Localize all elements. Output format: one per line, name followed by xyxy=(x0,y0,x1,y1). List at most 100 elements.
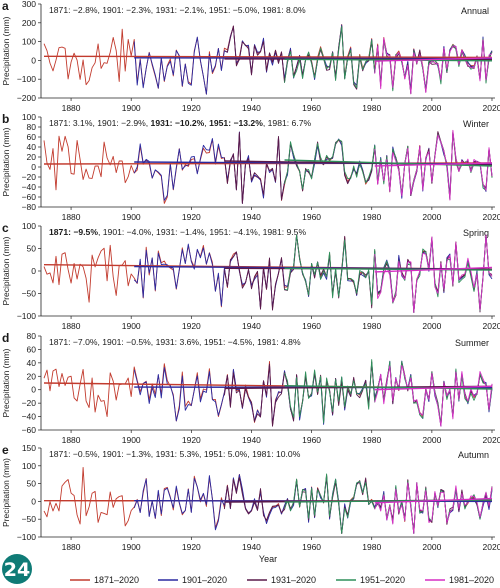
y-tick-label: 100 xyxy=(22,461,36,471)
annotation-separator: , xyxy=(98,5,103,15)
trend-annotation-item: 1981: 9.5% xyxy=(263,227,307,237)
panel-d: −60 −40 −20 0 20 40 60 80 1880 1900 1920 1940 1960 19… xyxy=(1,331,500,445)
legend-label: 1931–2020 xyxy=(271,575,316,585)
x-tick-label: 1880 xyxy=(62,542,81,552)
x-tick-label: 1940 xyxy=(242,542,261,552)
trend-annotation-item: 1951: 5.0% xyxy=(204,449,248,459)
x-tick-label: 1900 xyxy=(122,321,141,331)
y-axis-label: Precipitation (mm) xyxy=(1,458,11,527)
x-tick-label: 2020 xyxy=(483,435,500,445)
trend-annotation-item: 1931: 3.6% xyxy=(156,337,200,347)
x-tick-label: 2000 xyxy=(422,212,441,222)
panel-a: −200 −100 0 100 200 300 1880 1900 1920 1940 1960 19… xyxy=(1,0,500,113)
trend-line-1 xyxy=(44,55,492,59)
y-tick-label: 100 xyxy=(22,221,36,231)
x-tick-label: 1960 xyxy=(302,321,321,331)
trend-line-4 xyxy=(284,58,492,62)
series-line-3 xyxy=(223,475,493,534)
y-tick-label: −100 xyxy=(17,532,36,542)
x-tick-label: 2000 xyxy=(422,435,441,445)
y-tick-label: 40 xyxy=(27,358,37,368)
annotation-separator: , xyxy=(151,5,156,15)
y-tick-label: 0 xyxy=(31,266,36,276)
panel-letter: a xyxy=(2,0,9,13)
trend-annotation-item: 1901: −2.9% xyxy=(97,118,146,128)
x-tick-label: 1940 xyxy=(242,435,261,445)
y-axis-label: Precipitation (mm) xyxy=(1,127,11,196)
y-tick-label: 100 xyxy=(22,37,36,47)
y-tick-label: −100 xyxy=(17,311,36,321)
x-tick-label: 1900 xyxy=(122,103,141,113)
y-tick-label: 50 xyxy=(27,244,37,254)
x-tick-label: 1900 xyxy=(122,435,141,445)
x-tick-label: 2020 xyxy=(483,542,500,552)
annotation-separator: , xyxy=(151,337,156,347)
x-tick-label: 1960 xyxy=(302,435,321,445)
y-tick-label: −60 xyxy=(22,192,37,202)
annotation-separator: , xyxy=(146,118,151,128)
y-tick-label: 50 xyxy=(27,479,37,489)
legend-label: 1981–2020 xyxy=(449,575,494,585)
x-tick-label: 1900 xyxy=(122,212,141,222)
trend-annotation-item: 1871: −2.8% xyxy=(49,5,98,15)
x-tick-label: 2000 xyxy=(422,542,441,552)
trend-annotation-item: 1901: −1.3% xyxy=(102,449,151,459)
annotation-separator: , xyxy=(205,227,210,237)
panel-letter: b xyxy=(2,112,9,126)
x-tick-label: 1900 xyxy=(122,542,141,552)
trend-annotation-item: 1931: −10.2% xyxy=(151,118,205,128)
panel-c: −100 −50 0 50 100 1880 1900 1920 1940 1960 1980 200… xyxy=(1,221,500,331)
x-tick-label: 1960 xyxy=(302,212,321,222)
y-axis-label: Precipitation (mm) xyxy=(1,16,11,85)
trend-annotation-item: 1951: −13.2% xyxy=(209,118,263,128)
y-tick-label: 0 xyxy=(31,496,36,506)
trend-annotation: 1871: −2.8%, 1901: −2.3%, 1931: −2.1%, 1… xyxy=(49,5,306,15)
trend-annotation-item: 1901: −2.3% xyxy=(102,5,151,15)
trend-annotation-item: 1871: −0.5% xyxy=(49,449,98,459)
annotation-separator: , xyxy=(204,5,209,15)
y-tick-label: 60 xyxy=(27,344,37,354)
trend-line-5 xyxy=(374,57,493,62)
y-tick-label: 200 xyxy=(22,18,36,28)
trend-annotation-item: 1871: −9.5% xyxy=(49,227,98,237)
legend-label: 1901–2020 xyxy=(182,575,227,585)
x-tick-label: 2000 xyxy=(422,321,441,331)
panel-letter: d xyxy=(2,331,9,345)
annotation-separator: , xyxy=(98,449,103,459)
trend-annotation: 1871: 3.1%, 1901: −2.9%, 1931: −10.2%, 1… xyxy=(49,118,311,128)
trend-annotation-item: 1951: −4.5% xyxy=(204,337,253,347)
x-tick-label: 1960 xyxy=(302,103,321,113)
x-tick-label: 1920 xyxy=(182,212,201,222)
series-line-5 xyxy=(374,37,493,95)
season-label: Autumn xyxy=(458,450,489,460)
panel-letter: c xyxy=(2,221,9,235)
y-tick-label: −40 xyxy=(22,412,37,422)
trend-annotation: 1871: −9.5%, 1901: −4.0%, 1931: −1.4%, 1… xyxy=(49,227,306,237)
y-tick-label: −200 xyxy=(17,93,36,103)
y-tick-label: −20 xyxy=(22,398,37,408)
trend-line-4 xyxy=(284,384,493,390)
x-tick-label: 1940 xyxy=(242,103,261,113)
season-label: Spring xyxy=(463,228,489,238)
trend-annotation-item: 1931: 5.3% xyxy=(156,449,200,459)
series-line-4 xyxy=(284,473,493,534)
trend-annotation-item: 1981: 10.0% xyxy=(252,449,301,459)
trend-line-4 xyxy=(284,267,492,271)
annotation-separator: , xyxy=(258,227,263,237)
trend-annotation-item: 1931: −2.1% xyxy=(156,5,205,15)
season-label: Annual xyxy=(461,6,489,16)
trend-line-5 xyxy=(374,266,493,273)
annotation-separator: , xyxy=(199,337,204,347)
trend-annotation-item: 1981: 8.0% xyxy=(262,5,306,15)
y-tick-label: −50 xyxy=(22,289,37,299)
x-tick-label: 2020 xyxy=(483,321,500,331)
panel-e: −100 −50 0 50 100 150 1880 1900 1920 1940 1960 1980… xyxy=(1,443,500,552)
trend-annotation-item: 1871: 3.1% xyxy=(49,118,93,128)
x-tick-label: 1880 xyxy=(62,212,81,222)
annotation-separator: , xyxy=(263,118,268,128)
y-tick-label: 20 xyxy=(27,371,37,381)
annotation-separator: , xyxy=(204,118,209,128)
y-tick-label: −100 xyxy=(17,74,36,84)
trend-annotation-item: 1931: −1.4% xyxy=(156,227,205,237)
